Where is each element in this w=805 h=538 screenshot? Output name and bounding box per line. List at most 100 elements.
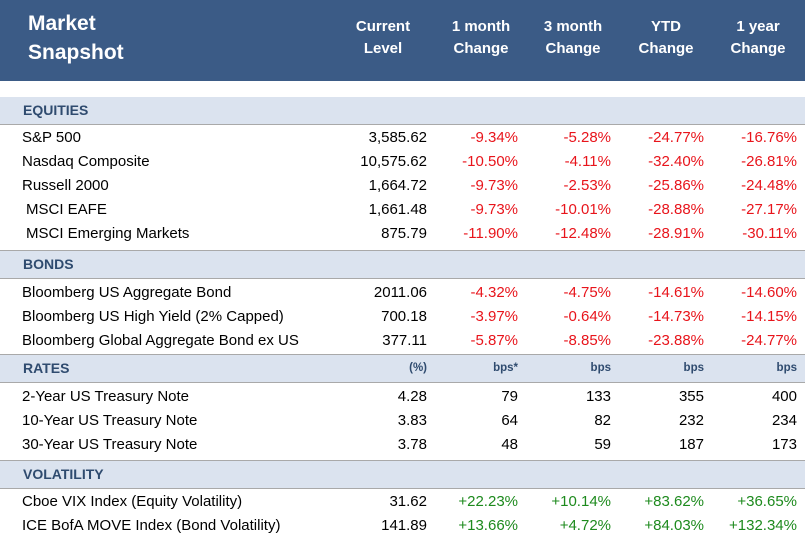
change-1-month: -9.34% — [470, 129, 518, 146]
table-row: MSCI EAFE 1,661.48 -9.73% -10.01% -28.88… — [0, 198, 805, 222]
change-1-month: -3.97% — [470, 308, 518, 325]
table-row: Cboe VIX Index (Equity Volatility) 31.62… — [0, 490, 805, 514]
section-header-rates: RATES (%) bps* bps bps bps — [0, 355, 805, 382]
current-level: 2011.06 — [373, 284, 427, 301]
change-3-month: -0.64% — [563, 308, 611, 325]
change-3-month: -5.28% — [563, 129, 611, 146]
change-ytd: 232 — [678, 412, 704, 429]
divider — [0, 250, 805, 251]
change-1-month: +13.66% — [458, 517, 518, 534]
current-level: 1,664.72 — [368, 177, 427, 194]
change-1-year: -24.77% — [741, 332, 797, 349]
change-ytd: -32.40% — [648, 153, 704, 170]
current-level: 10,575.62 — [360, 153, 427, 170]
divider — [0, 382, 805, 383]
row-name: Bloomberg US High Yield (2% Capped) — [22, 308, 284, 325]
current-level: 1,661.48 — [368, 201, 427, 218]
row-name: Russell 2000 — [22, 177, 109, 194]
row-name: Nasdaq Composite — [22, 153, 150, 170]
current-level: 377.11 — [382, 332, 427, 349]
column-header-1-month: 1 month Change — [451, 18, 511, 57]
change-ytd: +83.62% — [644, 493, 704, 510]
table-row: 2-Year US Treasury Note 4.28 79 133 355 … — [0, 385, 805, 409]
divider — [0, 460, 805, 461]
current-level: 141.89 — [381, 517, 427, 534]
change-ytd: -14.61% — [648, 284, 704, 301]
change-ytd: +84.03% — [644, 517, 704, 534]
title-line-1: Market — [28, 12, 96, 35]
change-1-month: 48 — [501, 436, 518, 453]
change-3-month: 59 — [594, 436, 611, 453]
change-1-month: 79 — [501, 388, 518, 405]
column-header-ytd: YTD Change — [638, 18, 694, 57]
change-3-month: -10.01% — [555, 201, 611, 218]
table-row: Bloomberg Global Aggregate Bond ex US 37… — [0, 329, 805, 353]
row-name: Bloomberg Global Aggregate Bond ex US — [22, 332, 299, 349]
section-header-equities: EQUITIES — [0, 97, 805, 124]
current-level: 3.83 — [397, 412, 427, 429]
change-1-month: -5.87% — [470, 332, 518, 349]
column-header-1-year: 1 year Change — [730, 18, 786, 57]
change-1-year: -30.11% — [742, 225, 797, 242]
unit-label: (%) — [409, 362, 427, 374]
change-ytd: -28.91% — [648, 225, 704, 242]
row-name: Cboe VIX Index (Equity Volatility) — [22, 493, 243, 510]
row-name: MSCI EAFE — [26, 201, 107, 218]
divider — [0, 354, 805, 355]
change-1-month: 64 — [501, 412, 518, 429]
table-row: Bloomberg US High Yield (2% Capped) 700.… — [0, 305, 805, 329]
current-level: 31.62 — [389, 493, 427, 510]
change-3-month: -4.75% — [563, 284, 611, 301]
current-level: 3.78 — [397, 436, 427, 453]
change-3-month: +10.14% — [551, 493, 611, 510]
change-1-year: +132.34% — [729, 517, 797, 534]
unit-label: bps — [776, 362, 797, 374]
change-1-year: 400 — [771, 388, 797, 405]
current-level: 3,585.62 — [368, 129, 427, 146]
unit-label: bps — [683, 362, 704, 374]
current-level: 700.18 — [381, 308, 427, 325]
change-1-year: -14.15% — [741, 308, 797, 325]
change-3-month: -4.11% — [564, 153, 611, 170]
change-3-month: -8.85% — [563, 332, 611, 349]
change-ytd: -24.77% — [648, 129, 704, 146]
change-1-month: -9.73% — [470, 201, 518, 218]
change-1-month: -4.32% — [470, 284, 518, 301]
section-header-bonds: BONDS — [0, 251, 805, 278]
change-3-month: -12.48% — [555, 225, 611, 242]
change-ytd: 355 — [678, 388, 704, 405]
change-1-year: -14.60% — [741, 284, 797, 301]
column-header-current-level: Current Level — [355, 18, 411, 57]
change-1-month: -10.50% — [462, 153, 518, 170]
title-line-2: Snapshot — [28, 41, 124, 64]
row-name: 10-Year US Treasury Note — [22, 412, 198, 429]
row-name: Bloomberg US Aggregate Bond — [22, 284, 232, 301]
change-ytd: -14.73% — [648, 308, 704, 325]
table-header: Market Snapshot Current Level 1 month Ch… — [0, 0, 805, 81]
divider — [0, 278, 805, 279]
row-name: 2-Year US Treasury Note — [22, 388, 190, 405]
current-level: 875.79 — [381, 225, 427, 242]
table-row: 30-Year US Treasury Note 3.78 48 59 187 … — [0, 433, 805, 457]
table-row: 10-Year US Treasury Note 3.83 64 82 232 … — [0, 409, 805, 433]
table-row: MSCI Emerging Markets 875.79 -11.90% -12… — [0, 222, 805, 246]
page-title: Market Snapshot — [28, 9, 124, 67]
change-ytd: -25.86% — [648, 177, 704, 194]
current-level: 4.28 — [397, 388, 427, 405]
column-header-3-month: 3 month Change — [543, 18, 603, 57]
change-1-month: +22.23% — [458, 493, 518, 510]
change-ytd: -23.88% — [648, 332, 704, 349]
table-row: Bloomberg US Aggregate Bond 2011.06 -4.3… — [0, 281, 805, 305]
change-1-year: -27.17% — [741, 201, 797, 218]
unit-label: bps* — [493, 362, 518, 374]
change-ytd: -28.88% — [648, 201, 704, 218]
change-3-month: -2.53% — [563, 177, 611, 194]
change-3-month: 133 — [585, 388, 611, 405]
table-row: Russell 2000 1,664.72 -9.73% -2.53% -25.… — [0, 174, 805, 198]
change-1-month: -9.73% — [470, 177, 518, 194]
table-row: Nasdaq Composite 10,575.62 -10.50% -4.11… — [0, 150, 805, 174]
table-row: ICE BofA MOVE Index (Bond Volatility) 14… — [0, 514, 805, 538]
change-1-year: +36.65% — [737, 493, 797, 510]
divider — [0, 488, 805, 489]
table-row: S&P 500 3,585.62 -9.34% -5.28% -24.77% -… — [0, 126, 805, 150]
